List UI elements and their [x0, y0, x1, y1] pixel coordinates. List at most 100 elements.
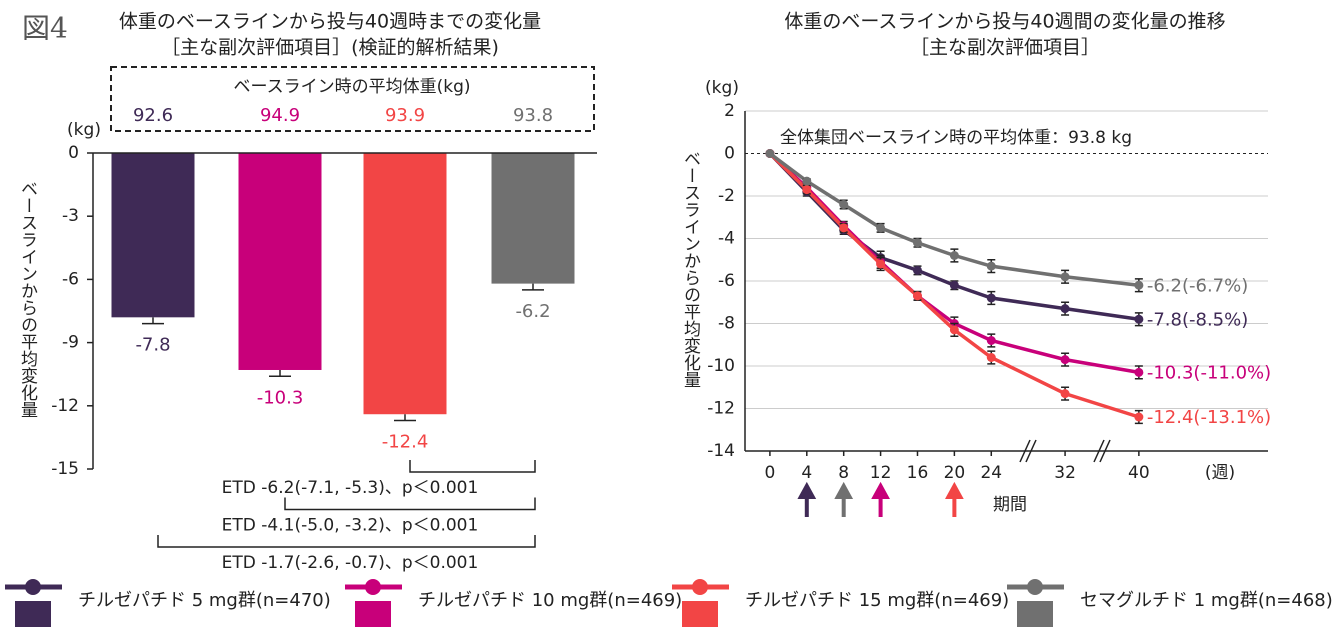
x-tick-label: 24 — [980, 463, 1002, 483]
legend-label: セマグルチド 1 mg群(n=468) — [1080, 590, 1333, 611]
point — [1134, 314, 1144, 324]
y-tick-label: -8 — [718, 314, 735, 334]
point — [912, 238, 922, 248]
y-tick-label: -12 — [707, 399, 735, 419]
chart-subtitle: ［主な副次評価項目］(検証的解析結果) — [161, 37, 499, 59]
x-tick-label: 0 — [764, 463, 775, 483]
baseline-value: 92.6 — [133, 105, 173, 126]
point — [986, 293, 996, 303]
point — [912, 265, 922, 275]
legend-swatch — [1017, 601, 1053, 627]
legend-swatch — [682, 601, 718, 627]
comparison-bracket — [409, 460, 536, 473]
y-tick-label: -2 — [718, 186, 735, 206]
end-label: -7.8(-8.5%) — [1147, 309, 1248, 330]
legend-swatch — [355, 601, 391, 627]
baseline-value: 93.8 — [513, 105, 553, 126]
x-tick-label: 32 — [1054, 463, 1076, 483]
point — [986, 353, 996, 362]
y-tick-label: 2 — [724, 101, 735, 121]
x-tick-label: 8 — [838, 463, 849, 483]
y-tick-label: -14 — [707, 441, 735, 461]
point — [765, 149, 775, 158]
baseline-title: ベースライン時の平均体重(kg) — [233, 77, 470, 97]
baseline-box — [110, 66, 595, 132]
x-tick-label: 4 — [801, 463, 812, 483]
point — [949, 280, 959, 290]
point — [839, 200, 849, 209]
y-axis-label: ベースラインからの平均変化量 — [17, 180, 38, 418]
baseline-value: 94.9 — [260, 105, 300, 126]
point — [949, 325, 959, 335]
legend-dot — [365, 579, 381, 595]
error-bar — [522, 283, 544, 291]
value-label: -12.4 — [382, 432, 429, 453]
arrow — [945, 481, 964, 517]
legend-dot — [1027, 579, 1043, 595]
point — [1134, 280, 1144, 290]
point — [1060, 304, 1070, 314]
comparison-label: ETD -6.2(-7.1, -5.3)、p＜0.001 — [222, 478, 479, 498]
bar — [363, 153, 447, 415]
y-unit: (kg) — [67, 120, 101, 140]
bar — [491, 153, 575, 284]
end-label: -10.3(-11.0%) — [1147, 362, 1271, 383]
comparison-label: ETD -1.7(-2.6, -0.7)、p＜0.001 — [222, 553, 479, 573]
point — [912, 291, 922, 301]
x-axis-label: 期間 — [993, 495, 1027, 515]
x-tick-label: 20 — [944, 463, 966, 483]
point — [1134, 412, 1144, 422]
point — [986, 336, 996, 345]
y-tick-label: -3 — [62, 206, 79, 226]
comparison-bracket — [157, 535, 536, 548]
y-tick-label: -15 — [51, 459, 79, 479]
point — [1134, 367, 1144, 377]
point — [876, 223, 886, 233]
point — [802, 176, 812, 186]
y-axis-label: ベースラインからの平均変化量 — [680, 150, 701, 388]
x-tick-label: 40 — [1128, 463, 1150, 483]
chart-title: 体重のベースラインから投与40週間の変化量の推移 — [784, 11, 1225, 33]
point — [1060, 355, 1070, 365]
bar — [238, 153, 322, 370]
baseline-value: 93.9 — [385, 105, 425, 126]
legend-label: チルゼパチド 15 mg群(n=469) — [745, 590, 1009, 611]
y-tick-label: -6 — [718, 271, 735, 291]
series-line — [768, 152, 1140, 287]
point — [876, 259, 886, 269]
legend-dot — [692, 579, 708, 595]
bar — [111, 153, 195, 318]
error-bar — [269, 369, 291, 378]
y-tick-label: -6 — [62, 269, 79, 289]
series-line — [768, 152, 1140, 375]
comparison-label: ETD -4.1(-5.0, -3.2)、p＜0.001 — [222, 516, 479, 536]
y-unit: (kg) — [705, 78, 739, 98]
y-tick-label: -10 — [707, 356, 735, 376]
arrow — [834, 481, 854, 517]
arrow — [871, 481, 890, 517]
comparison-bracket — [284, 497, 536, 511]
value-label: -7.8 — [135, 335, 170, 356]
y-tick-label: -12 — [51, 396, 79, 416]
point — [1060, 389, 1070, 399]
end-label: -6.2(-6.7%) — [1147, 275, 1248, 296]
x-tick-label: 12 — [870, 463, 892, 483]
error-bar — [394, 414, 416, 422]
annotation: 全体集団ベースライン時の平均体重：93.8 kg — [780, 128, 1132, 148]
point — [802, 185, 812, 195]
y-tick-label: -4 — [718, 229, 735, 249]
chart-title: 体重のベースラインから投与40週時までの変化量 — [119, 11, 541, 33]
legend-swatch — [15, 601, 51, 627]
x-tick-label: 16 — [907, 463, 929, 483]
end-label: -12.4(-13.1%) — [1147, 407, 1271, 428]
legend-dot — [25, 579, 41, 595]
point — [986, 261, 996, 271]
arrow — [797, 481, 817, 517]
x-unit: (週) — [1205, 463, 1235, 483]
y-tick-label: 0 — [68, 143, 79, 163]
point — [839, 223, 849, 233]
figure-label: 図4 — [22, 12, 68, 45]
legend-label: チルゼパチド 5 mg群(n=470) — [78, 590, 331, 611]
y-tick-label: -9 — [62, 333, 79, 353]
